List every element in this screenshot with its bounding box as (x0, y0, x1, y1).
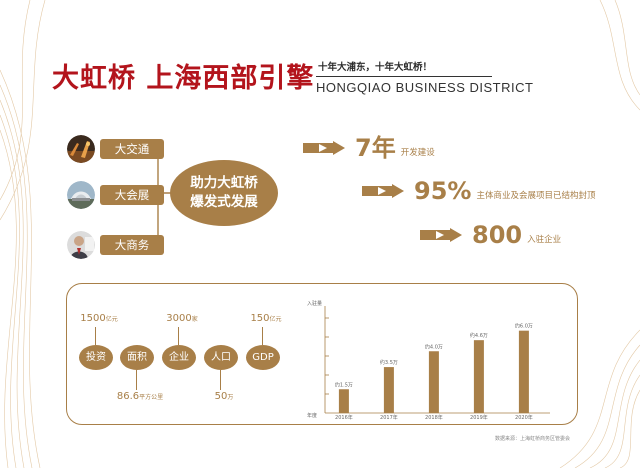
metric-stem (95, 327, 96, 345)
metric-value-top: 3000家 (166, 313, 198, 324)
stat-desc: 入驻企业 (527, 235, 562, 245)
metric-bubble: GDP (246, 345, 280, 370)
data-source-footnote: 数据来源：上海虹桥商务区管委会 (495, 436, 571, 442)
slogan: 十年大浦东，十年大虹桥！ (318, 62, 433, 73)
metric-stem (178, 327, 179, 345)
metric-bubble: 投资 (79, 345, 113, 370)
bar-data-label: 约4.0万 (425, 343, 443, 350)
stat-desc: 开发建设 (400, 148, 435, 158)
pillar-label: 大商务 (100, 235, 164, 255)
stat-companies: 800 入驻企业 (420, 221, 561, 249)
stat-completion: 95% 主体商业及会展项目已结构封顶 (362, 177, 595, 205)
transport-photo-icon (67, 135, 95, 163)
bars-group: 约1.5万 2016年 约3.5万 2017年 约4.0万 2018年 约4.6万 2019年… (325, 317, 533, 420)
center-slogan-circle: 助力大虹桥 爆发式发展 (170, 160, 278, 226)
metric-stem (262, 327, 263, 345)
metric-bubble: 面积 (120, 345, 154, 370)
bar-data-label: 约1.5万 (335, 381, 353, 388)
stat-years: 7年 开发建设 (303, 134, 435, 162)
x-axis-label: 年度 (307, 412, 317, 419)
bar (383, 367, 394, 413)
x-tick-label: 2017年 (380, 414, 398, 420)
metric-bubble: 人口 (204, 345, 238, 370)
metric-value-top: 1500亿元 (80, 313, 118, 324)
bar (473, 340, 484, 413)
pillar-label: 大交通 (100, 139, 164, 159)
business-photo-icon (67, 231, 95, 259)
bar-data-label: 约6.0万 (515, 323, 533, 330)
bar-chart: 入驻量 年度 约1.5万 2016年 约3.5万 2017年 约4.0万 2018年 约4.… (307, 300, 550, 420)
y-axis-label: 入驻量 (307, 300, 322, 307)
metrics-panel (66, 283, 578, 425)
center-line-2: 爆发式发展 (190, 194, 258, 210)
metric-bubble: 企业 (162, 345, 196, 370)
x-tick-label: 2018年 (425, 414, 443, 420)
page-title: 大虹桥 上海西部引擎 (52, 63, 315, 94)
bar (518, 330, 529, 413)
bar (428, 351, 439, 413)
district-subtitle: HONGQIAO BUSINESS DISTRICT (316, 76, 533, 95)
x-tick-label: 2019年 (470, 414, 488, 420)
metric-value-bottom: 50万 (214, 391, 234, 402)
arrow-icon (420, 228, 462, 242)
arrow-icon (362, 184, 404, 198)
pillar-label: 大会展 (100, 185, 164, 205)
center-line-1: 助力大虹桥 (190, 175, 258, 191)
metric-stem (136, 370, 137, 390)
bar (338, 389, 349, 413)
exhibition-photo-icon (67, 181, 95, 209)
metric-value-bottom: 86.6平方公里 (116, 391, 164, 402)
stat-value: 95% (414, 177, 472, 205)
x-tick-label: 2016年 (335, 414, 353, 420)
arrow-icon (303, 141, 345, 155)
x-tick-label: 2020年 (515, 414, 533, 420)
metric-stem (220, 370, 221, 390)
stat-value: 800 (472, 221, 523, 249)
stat-value: 7年 (355, 134, 396, 162)
stat-desc: 主体商业及会展项目已结构封顶 (476, 191, 596, 201)
bar-data-label: 约3.5万 (380, 359, 398, 366)
bar-data-label: 约4.6万 (470, 332, 488, 339)
metric-value-top: 150亿元 (250, 313, 282, 324)
